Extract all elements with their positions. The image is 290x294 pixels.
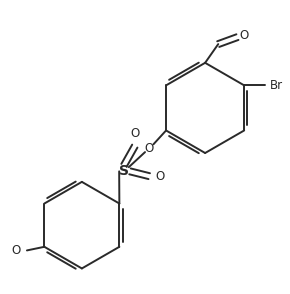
Text: O: O bbox=[156, 170, 165, 183]
Text: Br: Br bbox=[269, 79, 282, 92]
Text: O: O bbox=[240, 29, 249, 42]
Text: O: O bbox=[12, 244, 21, 257]
Text: S: S bbox=[119, 164, 129, 178]
Text: O: O bbox=[145, 142, 154, 155]
Text: O: O bbox=[130, 127, 139, 140]
